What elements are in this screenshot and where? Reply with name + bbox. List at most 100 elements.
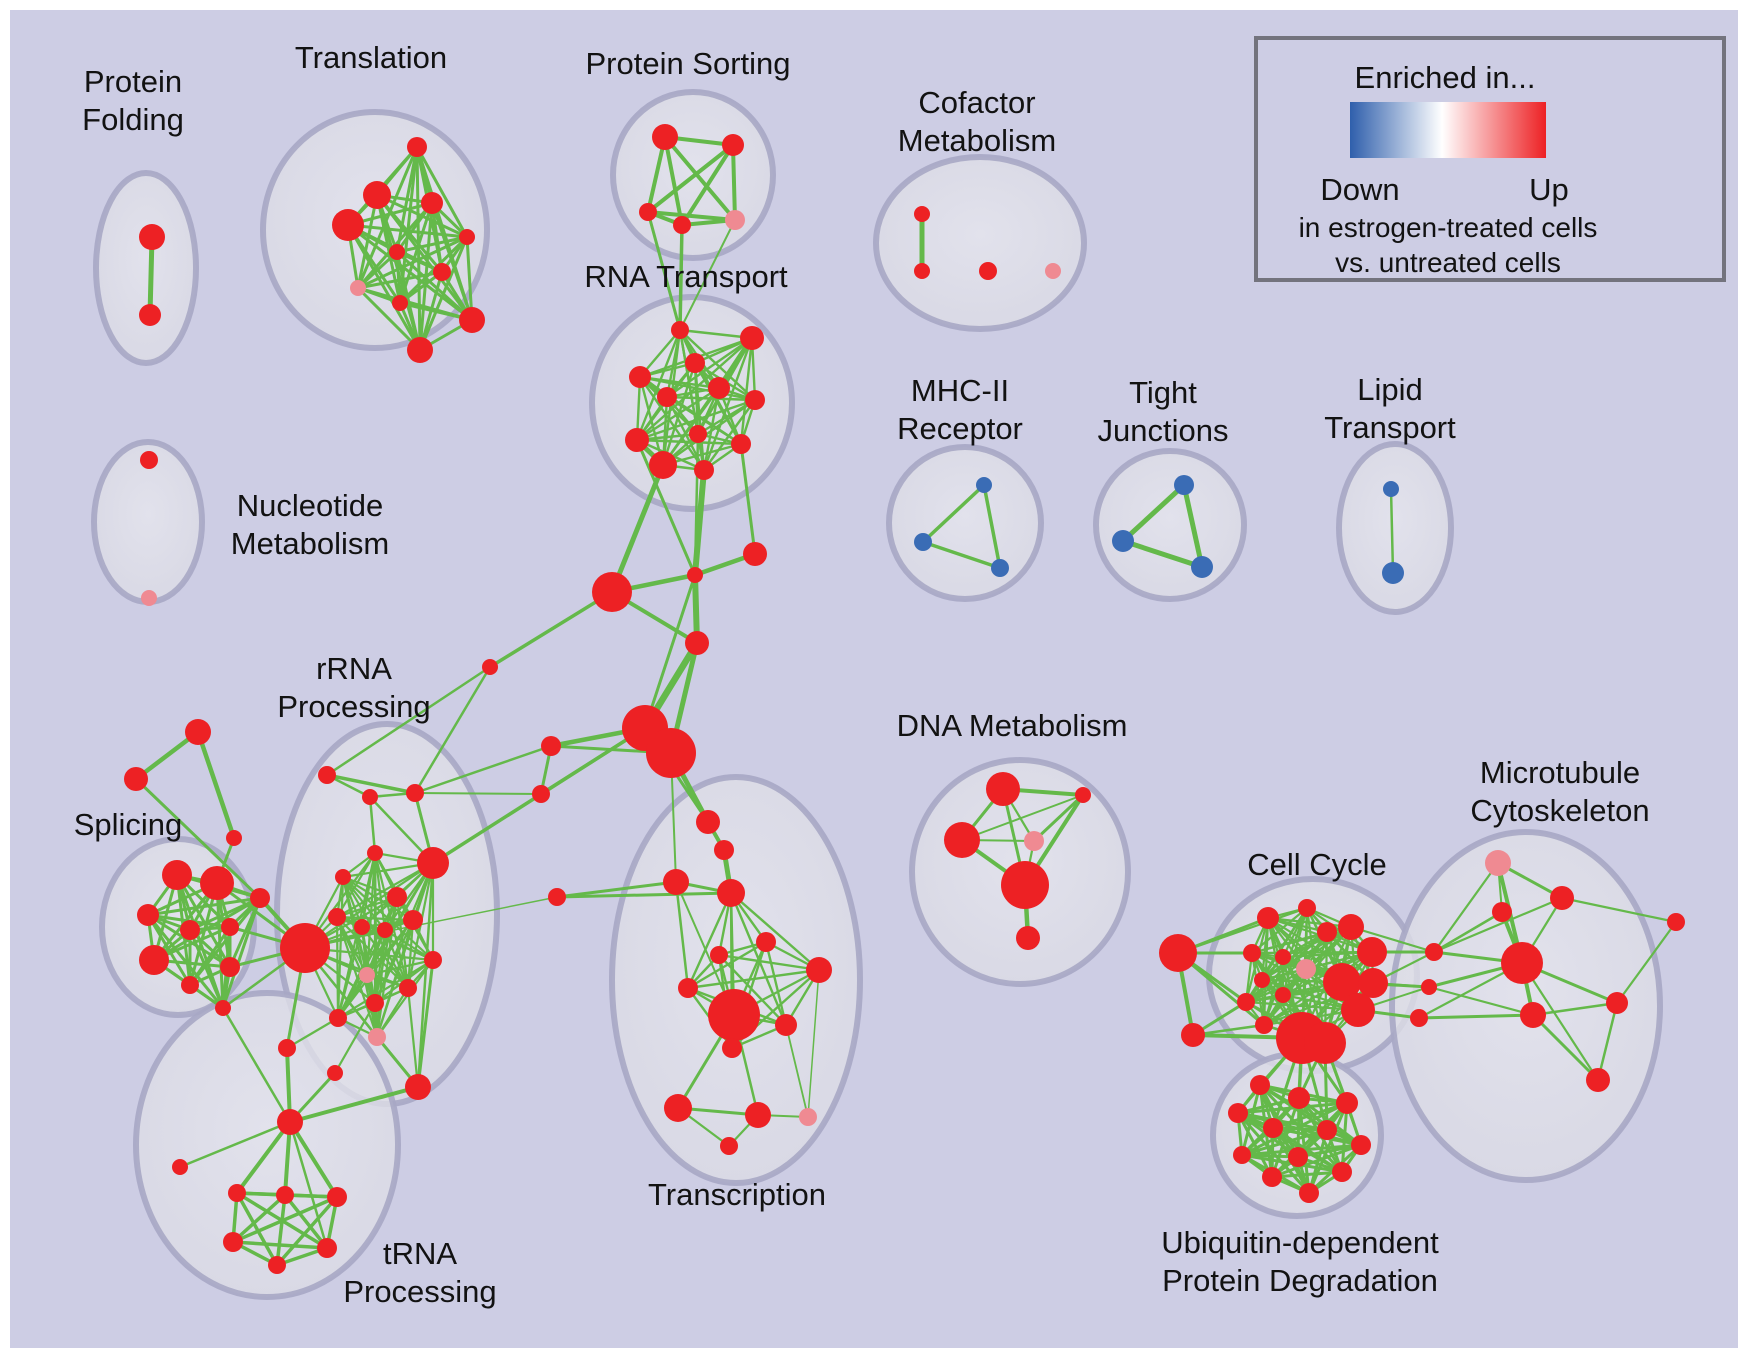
node-bn1 <box>592 572 632 612</box>
node-pf2 <box>139 304 161 326</box>
node-ch2 <box>1304 1022 1346 1064</box>
legend-up-label: Up <box>1529 172 1569 207</box>
node-d4 <box>1024 831 1044 851</box>
edge-mid1-bn1 <box>488 590 614 669</box>
node-rt10 <box>731 434 751 454</box>
node-t4 <box>332 209 364 241</box>
node-r11 <box>403 910 423 930</box>
edge-rt7-rt12 <box>702 398 757 472</box>
edge-ps4-rt1 <box>678 223 684 332</box>
node-trh <box>277 1109 303 1135</box>
edge-d3-d2 <box>961 794 1084 841</box>
node-hub2 <box>646 728 696 778</box>
edge-r15-tn2 <box>333 1001 377 1075</box>
cluster-label-tight-junctions-line2: Junctions <box>1098 413 1229 448</box>
edge-trh-h3 <box>288 1120 339 1199</box>
cluster-label-microtubule-cytoskeleton-line1: Microtubule <box>1480 755 1640 790</box>
edge-rt2-rt10 <box>739 336 754 446</box>
node-nm2 <box>141 590 157 606</box>
edge-c2-c6 <box>1250 906 1309 955</box>
edge-mh1-mh3 <box>982 483 1002 570</box>
edge-pf1-pf2 <box>147 234 155 318</box>
node-cr3 <box>1410 1009 1428 1027</box>
node-t3 <box>421 192 443 214</box>
edge-cr3-m3 <box>1417 1013 1535 1020</box>
node-r4 <box>367 845 383 861</box>
edge-m4-m7 <box>1615 920 1678 1005</box>
edge-mb-m5 <box>1520 961 1600 1082</box>
edge-ps3-rt1 <box>646 210 682 332</box>
node-m2 <box>1492 902 1512 922</box>
node-t7 <box>433 263 451 281</box>
edge-rt10-jr1 <box>739 442 757 556</box>
edge-t3-t10 <box>430 201 474 322</box>
edge-t4-t6 <box>346 223 469 239</box>
edge-c4-cr1 <box>1349 925 1436 954</box>
node-spc <box>226 830 242 846</box>
node-c8 <box>1296 959 1316 979</box>
node-t6 <box>459 229 475 245</box>
node-mp <box>1485 850 1511 876</box>
cluster-label-protein-sorting-line1: Protein Sorting <box>585 46 790 81</box>
edge-t6-t11 <box>418 235 469 352</box>
edge-r2-r4 <box>368 795 377 855</box>
node-cr1 <box>1425 943 1443 961</box>
edge-t3-t7 <box>430 201 444 274</box>
node-c6 <box>1243 944 1261 962</box>
edge-rt8-j1 <box>635 438 697 577</box>
edge-js2-r3 <box>414 792 542 795</box>
legend-caption-line2: vs. untreated cells <box>1335 247 1561 278</box>
node-t10 <box>459 307 485 333</box>
node-tj3 <box>1191 556 1213 578</box>
node-t5 <box>389 244 405 260</box>
node-t8 <box>350 280 366 296</box>
edge-r12-r13 <box>365 958 435 977</box>
node-rt5 <box>657 387 677 407</box>
node-m3 <box>1520 1002 1546 1028</box>
edge-x10-x14 <box>785 1024 809 1118</box>
node-s1 <box>162 860 192 890</box>
node-rt1 <box>671 321 689 339</box>
edge-js1-r3 <box>413 744 553 795</box>
edge-tn3-trh <box>178 1120 292 1169</box>
cluster-label-nucleotide-metabolism-line1: Nucleotide <box>237 488 383 523</box>
node-c13 <box>1275 987 1291 1003</box>
edge-s2-s8 <box>188 881 219 987</box>
node-cm2 <box>914 263 930 279</box>
edge-j1-hub1 <box>643 573 697 730</box>
edge-r11-r15 <box>373 918 415 1005</box>
node-u11 <box>1332 1162 1352 1182</box>
node-x7 <box>756 932 776 952</box>
node-r13 <box>424 951 442 969</box>
edge-u3-u4 <box>1236 1101 1349 1115</box>
node-d3 <box>944 822 980 858</box>
edge-trh-h1 <box>235 1120 292 1195</box>
edge-lp1-lp2 <box>1389 487 1395 575</box>
edge-h3-h4 <box>231 1195 339 1244</box>
node-ps4 <box>673 216 691 234</box>
edge-ps1-ps4 <box>663 135 684 227</box>
cluster-label-nucleotide-metabolism-line2: Metabolism <box>231 526 390 561</box>
edge-h2-h6 <box>275 1193 287 1267</box>
node-c9 <box>1323 963 1361 1001</box>
node-u7 <box>1233 1146 1251 1164</box>
edge-cr1-mp <box>1432 861 1500 954</box>
edge-rt7-rt11 <box>661 398 757 467</box>
cluster-ellipse-mhc-ii-receptor <box>886 444 1044 602</box>
edge-h4-h5 <box>231 1240 329 1250</box>
edge-r5-r10 <box>341 875 387 932</box>
node-c5 <box>1357 937 1387 967</box>
edge-x4-x8 <box>729 891 821 972</box>
edge-rt6-rt11 <box>661 386 721 467</box>
node-x15 <box>720 1137 738 1155</box>
legend-box <box>1254 36 1726 282</box>
edge-r17-trh <box>288 1085 420 1124</box>
cluster-label-lipid-transport-line2: Transport <box>1324 410 1456 445</box>
node-s3 <box>137 904 159 926</box>
node-c4 <box>1338 914 1364 940</box>
edge-tj1-tj2 <box>1120 482 1187 544</box>
edge-t1-t6 <box>415 145 469 239</box>
cluster-label-protein-folding-line2: Folding <box>82 102 184 137</box>
edge-m3-m5 <box>1531 1013 1600 1082</box>
